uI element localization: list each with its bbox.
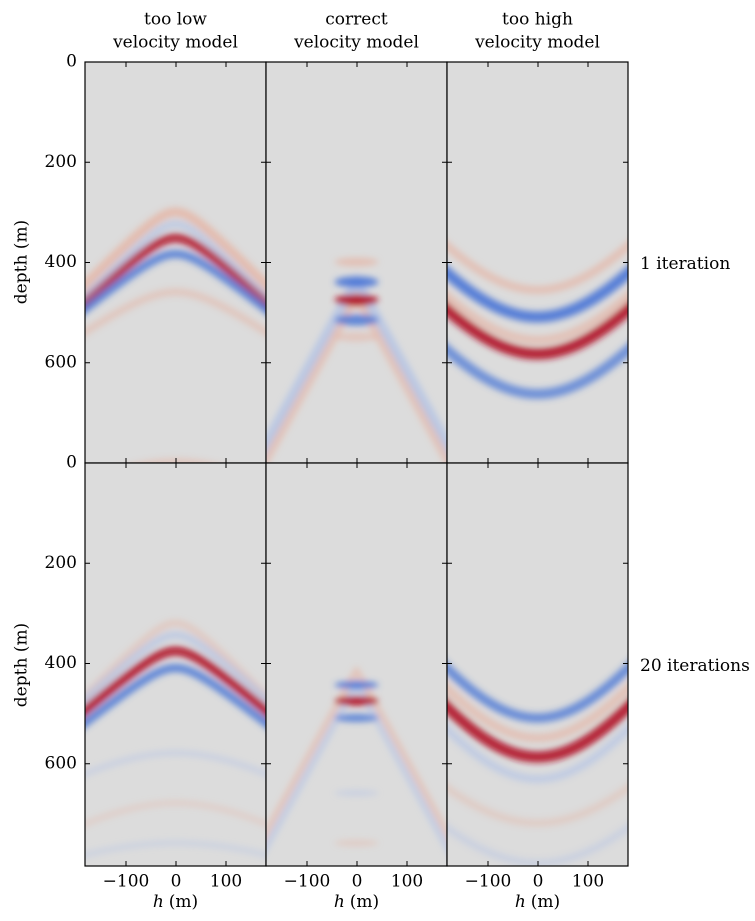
event xyxy=(334,276,379,288)
y-axis-label: depth (m) xyxy=(12,220,32,304)
event xyxy=(85,799,266,828)
event xyxy=(447,682,628,743)
y-tick-label: 600 xyxy=(45,352,77,372)
seismic-image xyxy=(266,257,447,463)
column-title: too low xyxy=(144,10,207,30)
event xyxy=(334,294,379,306)
event xyxy=(447,302,628,360)
y-tick-label: 200 xyxy=(45,553,77,573)
event xyxy=(334,696,379,706)
seismic-image xyxy=(447,661,628,866)
event xyxy=(447,343,628,400)
x-tick-label: −100 xyxy=(103,872,150,892)
event xyxy=(85,631,266,704)
event xyxy=(85,839,266,859)
x-tick-label: 100 xyxy=(572,872,604,892)
column-title: too high xyxy=(502,10,573,30)
column-title: velocity model xyxy=(474,33,600,53)
x-axis-variable: h xyxy=(515,892,526,912)
event xyxy=(334,681,379,689)
event xyxy=(76,0,276,2)
column-title: correct xyxy=(325,10,388,30)
event xyxy=(85,749,266,778)
row-label: 20 iterations xyxy=(640,656,750,676)
x-tick-label: −100 xyxy=(284,872,331,892)
event xyxy=(85,233,266,308)
x-axis-label: h (m) xyxy=(334,892,379,912)
seismic-image xyxy=(76,0,276,463)
seismic-image xyxy=(85,619,266,859)
seismic-image xyxy=(266,665,447,854)
x-axis-unit: (m) xyxy=(169,892,198,912)
event xyxy=(334,839,379,847)
event xyxy=(85,249,266,315)
x-axis-unit: (m) xyxy=(531,892,560,912)
event xyxy=(334,257,379,267)
panel-background xyxy=(85,62,266,463)
event xyxy=(447,240,628,295)
x-tick-label: 0 xyxy=(533,872,544,892)
event xyxy=(447,661,628,723)
event xyxy=(334,789,379,797)
y-tick-label: 400 xyxy=(45,653,77,673)
column-title: velocity model xyxy=(293,33,419,53)
row-label: 1 iteration xyxy=(640,254,730,274)
column-title: velocity model xyxy=(112,33,238,53)
event xyxy=(334,332,379,342)
y-tick-label: 0 xyxy=(66,52,77,72)
panel-background xyxy=(447,463,628,866)
event xyxy=(85,619,266,701)
x-tick-label: 0 xyxy=(352,872,363,892)
x-axis-variable: h xyxy=(334,892,345,912)
event xyxy=(85,207,266,291)
event xyxy=(85,288,266,337)
y-tick-label: 0 xyxy=(66,453,77,473)
x-tick-label: −100 xyxy=(465,872,512,892)
event xyxy=(447,699,628,763)
event xyxy=(447,783,628,827)
x-axis-label: h (m) xyxy=(153,892,198,912)
event xyxy=(85,663,266,729)
event xyxy=(85,220,266,302)
event xyxy=(447,723,628,784)
event xyxy=(334,314,379,326)
y-axis-label: depth (m) xyxy=(12,623,32,707)
panel-background xyxy=(266,463,447,866)
x-tick-label: 0 xyxy=(171,872,182,892)
event xyxy=(447,290,628,345)
x-tick-label: 100 xyxy=(391,872,423,892)
x-axis-label: h (m) xyxy=(515,892,560,912)
y-tick-label: 600 xyxy=(45,753,77,773)
event xyxy=(85,646,266,717)
y-tick-label: 200 xyxy=(45,152,77,172)
x-tick-label: 100 xyxy=(210,872,242,892)
event xyxy=(266,665,447,840)
y-tick-label: 400 xyxy=(45,252,77,272)
event xyxy=(447,265,628,323)
seismic-image xyxy=(447,240,628,400)
x-axis-unit: (m) xyxy=(350,892,379,912)
event xyxy=(334,714,379,722)
x-axis-variable: h xyxy=(153,892,164,912)
